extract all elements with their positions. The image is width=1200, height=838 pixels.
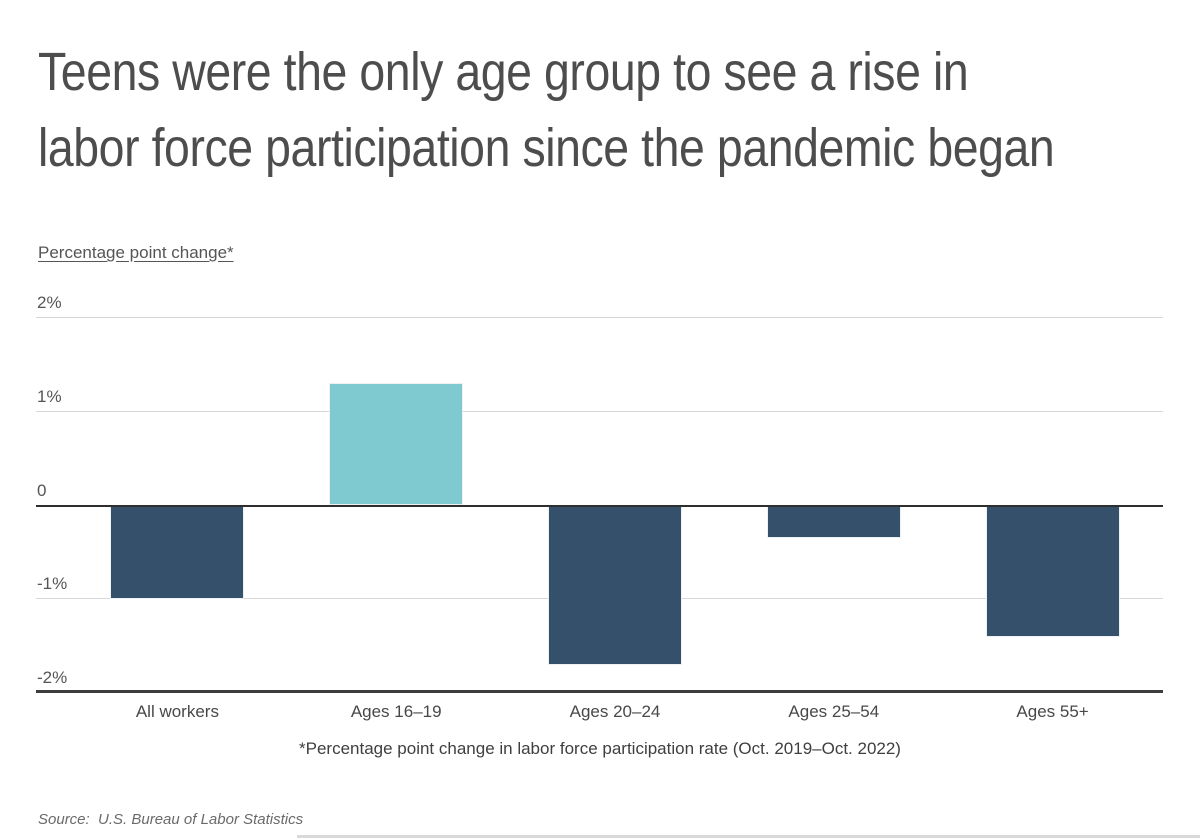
x-category-label: All workers: [135, 702, 219, 721]
source-credit: Source: U.S. Bureau of Labor Statistics: [38, 811, 304, 828]
category-labels: All workers Ages 16–19 Ages 20–24 Ages 25–5…: [68, 702, 1162, 724]
gridline-0: [36, 504, 1163, 507]
bar-ages-25-54: [766, 505, 901, 539]
bar-ages-55-: [985, 505, 1120, 637]
y-tick-label: 0: [37, 480, 47, 500]
y-tick-label: -2%: [37, 668, 68, 687]
y-tick-label: 2%: [37, 293, 62, 312]
chart-title-line-2: labor force participation since the pand…: [38, 118, 1055, 178]
bar-ages-16-19: [329, 382, 464, 505]
y-axis-caption: Percentage point change*: [38, 243, 234, 262]
plot-area: 2% 1% 0 -1% -2%: [36, 293, 1163, 693]
x-category-label: Ages 25–54: [788, 702, 880, 721]
x-category-label: Ages 20–24: [569, 702, 661, 721]
chart-footnote: *Percentage point change in labor force …: [299, 739, 901, 758]
bar-ages-20-24: [548, 505, 682, 665]
bar-all-workers: [110, 505, 245, 600]
x-category-label: Ages 55+: [1016, 702, 1089, 721]
y-tick-label: 1%: [37, 386, 62, 406]
x-category-label: Ages 16–19: [350, 702, 442, 721]
gridline-1%: [36, 410, 1163, 412]
bars-container: [68, 317, 1162, 692]
y-tick-label: -1%: [37, 574, 68, 594]
chart-title-line-1: Teens were the only age group to see a r…: [38, 42, 969, 102]
gridline-2%: [36, 317, 1163, 318]
bottom-edge-divider: [297, 835, 1200, 838]
gridline--2%: [36, 690, 1163, 693]
chart-title: Teens were the only age group to see a r…: [38, 34, 1200, 186]
